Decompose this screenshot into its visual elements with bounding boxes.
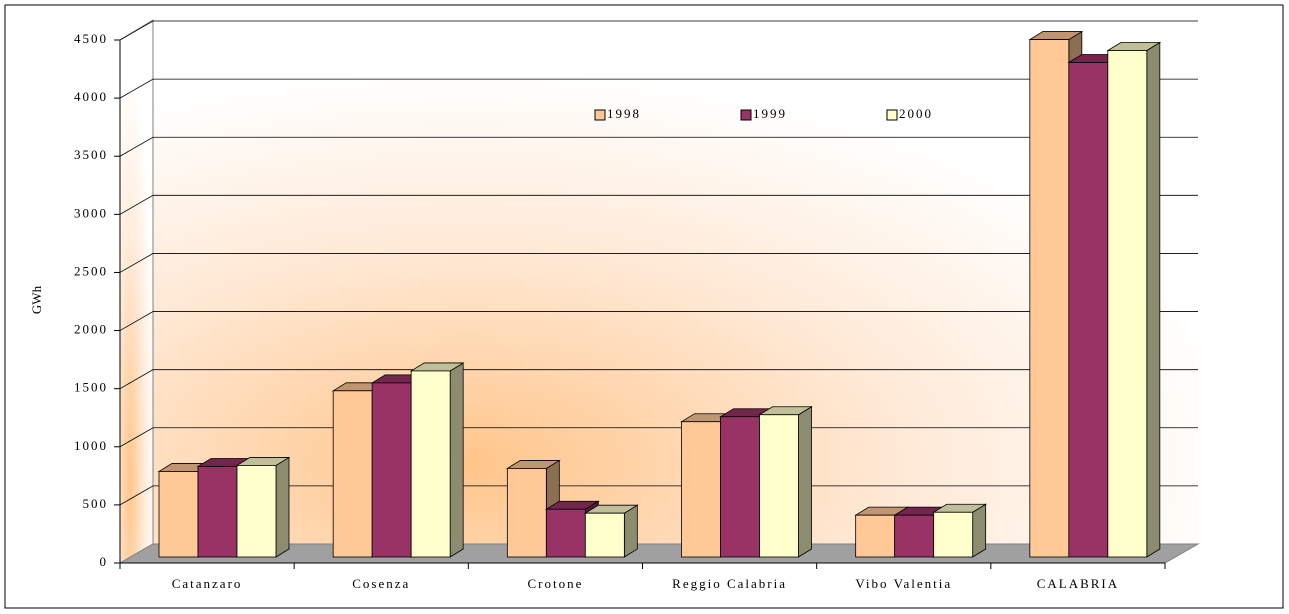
y-tick-label: 500 <box>83 496 109 511</box>
x-tick-label: Vibo Valentia <box>855 576 952 591</box>
y-tick-label: 1500 <box>74 380 108 395</box>
grid-line <box>119 194 1198 215</box>
bar <box>759 414 799 558</box>
bar-side <box>1146 41 1161 558</box>
y-tick-label: 4500 <box>74 31 108 46</box>
legend-label: 1998 <box>607 106 641 121</box>
y-tick-label: 4000 <box>74 89 108 104</box>
grid-line <box>119 311 1198 331</box>
bar <box>158 471 199 558</box>
legend-swatch <box>740 109 752 121</box>
bar-side <box>623 504 638 558</box>
x-tick-label: CALABRIA <box>1037 576 1119 591</box>
bar <box>584 512 625 558</box>
bar <box>1068 62 1109 558</box>
bar <box>1107 50 1148 558</box>
grid-line <box>119 427 1198 448</box>
y-tick-label: 2500 <box>74 263 108 278</box>
bar-side <box>798 406 812 558</box>
legend-swatch <box>886 109 898 121</box>
bar-side <box>972 503 987 558</box>
bar <box>371 382 412 558</box>
bar <box>681 421 721 558</box>
x-tick-label: Catanzaro <box>172 576 243 591</box>
grid-line <box>119 253 1198 273</box>
y-tick-label: 0 <box>100 554 109 569</box>
grid-line <box>119 20 1198 41</box>
x-tick-label: Cosenza <box>352 576 410 591</box>
bar <box>410 370 451 558</box>
bar <box>894 514 935 558</box>
x-tick-label: Crotone <box>527 576 583 591</box>
y-tick-label: 3500 <box>74 147 108 162</box>
grid-line <box>119 485 1198 506</box>
bar <box>1029 39 1070 558</box>
bar <box>855 514 896 558</box>
grid-line <box>119 78 1198 99</box>
y-axis-label: GWh <box>29 285 44 314</box>
legend-swatch <box>594 109 606 121</box>
y-tick-label: 1000 <box>74 438 108 453</box>
legend-label: 2000 <box>899 106 933 121</box>
y-tick-label: 2000 <box>74 322 108 337</box>
bar <box>236 465 277 558</box>
bar <box>332 390 373 558</box>
bar <box>545 508 586 558</box>
bar <box>933 511 974 558</box>
bar <box>506 468 547 558</box>
bar-side <box>275 456 290 558</box>
side-wall <box>119 19 154 564</box>
x-tick-label: Reggio Calabria <box>672 576 787 591</box>
grid-line <box>119 136 1198 157</box>
grid-line <box>119 369 1198 390</box>
y-tick-label: 3000 <box>74 205 108 220</box>
bar <box>720 416 760 558</box>
bar-side <box>449 362 464 558</box>
legend-label: 1999 <box>753 106 787 121</box>
bar <box>197 466 238 558</box>
